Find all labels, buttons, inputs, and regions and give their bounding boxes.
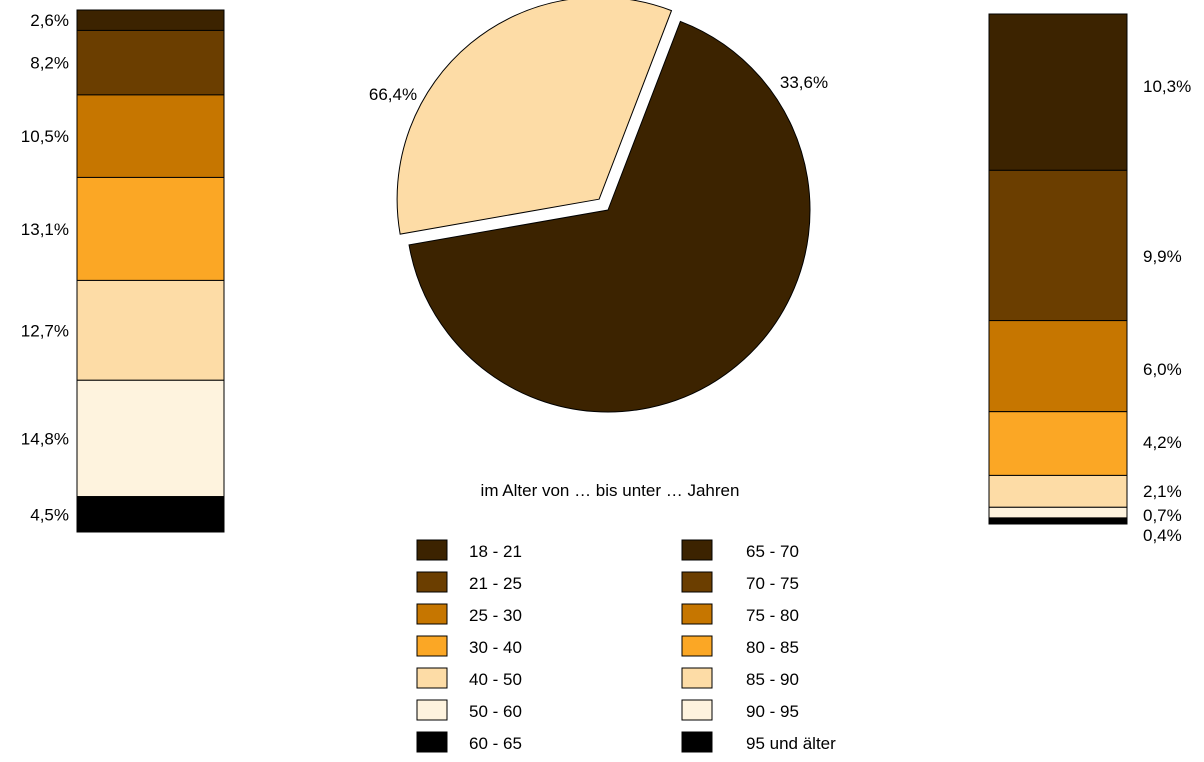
legend-label: 30 - 40 <box>469 638 522 657</box>
legend-swatch <box>416 667 448 689</box>
bar-segment <box>76 176 225 281</box>
legend-right-column: 65 - 70 70 - 75 75 - 80 80 - 85 85 - 90 90 - … <box>681 539 836 753</box>
legend-label: 18 - 21 <box>469 542 522 561</box>
legend-swatch <box>681 603 713 625</box>
legend-label: 70 - 75 <box>746 574 799 593</box>
bar-segment <box>988 474 1128 508</box>
legend-swatch <box>681 667 713 689</box>
pie-slice <box>408 20 811 413</box>
legend-swatch <box>416 603 448 625</box>
bar-segment-label: 9,9% <box>1143 247 1182 266</box>
legend-label: 75 - 80 <box>746 606 799 625</box>
legend-label: 25 - 30 <box>469 606 522 625</box>
legend-swatch <box>681 731 713 753</box>
bar-segment-label: 12,7% <box>21 321 69 340</box>
bar-segment <box>76 496 225 533</box>
bar-segment-label: 0,7% <box>1143 506 1182 525</box>
legend-swatch <box>416 539 448 561</box>
bar-segment-label: 0,4% <box>1143 526 1182 545</box>
legend-label: 40 - 50 <box>469 670 522 689</box>
legend-label: 65 - 70 <box>746 542 799 561</box>
legend-swatch <box>416 635 448 657</box>
legend-label: 80 - 85 <box>746 638 799 657</box>
right-stacked-bar: 10,3% 9,9% 6,0% 4,2% 2,1% 0,7%0,4% <box>988 13 1191 545</box>
bar-segment-label: 2,6% <box>30 11 69 30</box>
bar-segment-label: 4,2% <box>1143 433 1182 452</box>
legend-label: 50 - 60 <box>469 702 522 721</box>
bar-segment <box>988 13 1128 171</box>
bar-segment <box>988 506 1128 519</box>
legend-swatch <box>681 539 713 561</box>
bar-segment-label: 14,8% <box>21 429 69 448</box>
bar-segment-label: 2,1% <box>1143 482 1182 501</box>
legend-title: im Alter von … bis unter … Jahren <box>481 481 740 500</box>
legend-label: 21 - 25 <box>469 574 522 593</box>
legend-label: 85 - 90 <box>746 670 799 689</box>
bar-segment <box>988 411 1128 476</box>
bar-segment-label: 10,3% <box>1143 77 1191 96</box>
left-stacked-bar: 2,6% 8,2% 10,5% 13,1% 12,7% 14,8% 4,5% <box>21 9 225 533</box>
bar-segment <box>76 94 225 178</box>
bar-segment-label: 4,5% <box>30 505 69 524</box>
legend-swatch <box>681 635 713 657</box>
legend-swatch <box>416 571 448 593</box>
legend-swatch <box>681 571 713 593</box>
legend-label: 60 - 65 <box>469 734 522 753</box>
legend-swatch <box>416 731 448 753</box>
pie-slice-label: 66,4% <box>369 85 417 104</box>
bar-segment <box>76 9 225 31</box>
bar-segment-label: 8,2% <box>30 54 69 73</box>
bar-segment <box>988 320 1128 413</box>
legend-label: 95 und älter <box>746 734 836 753</box>
bar-segment <box>76 279 225 381</box>
bar-segment <box>76 379 225 498</box>
legend-label: 90 - 95 <box>746 702 799 721</box>
bar-segment <box>988 169 1128 322</box>
legend-swatch <box>681 699 713 721</box>
pie-slice <box>396 0 673 235</box>
bar-segment <box>76 29 225 96</box>
legend-swatch <box>416 699 448 721</box>
pie-slice-label: 33,6% <box>780 73 828 92</box>
legend-left-column: 18 - 21 21 - 25 25 - 30 30 - 40 40 - 50 50 - … <box>416 539 522 753</box>
bar-segment-label: 6,0% <box>1143 360 1182 379</box>
pie-chart: 66,4% 33,6% <box>369 0 828 413</box>
bar-segment <box>988 517 1128 525</box>
bar-segment-label: 10,5% <box>21 127 69 146</box>
bar-segment-label: 13,1% <box>21 220 69 239</box>
